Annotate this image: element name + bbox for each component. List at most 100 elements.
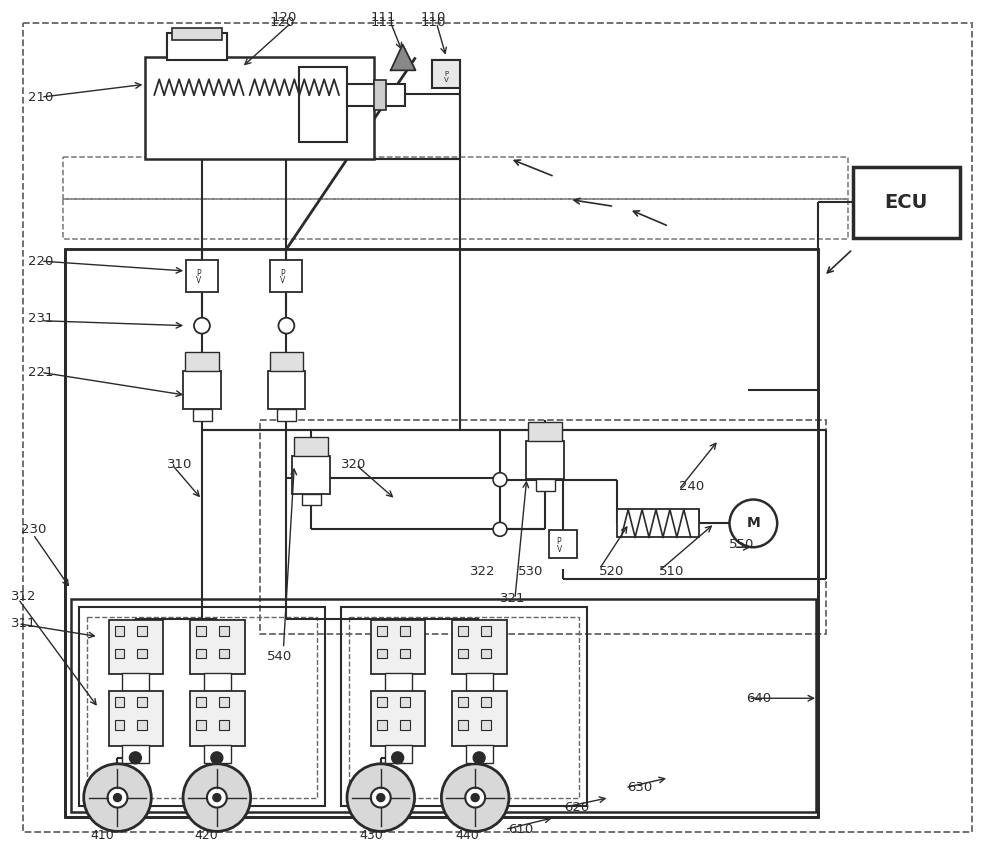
Bar — [458, 698, 468, 707]
Bar — [466, 674, 493, 692]
Bar — [481, 649, 491, 658]
Bar — [219, 649, 229, 658]
Text: 221: 221 — [28, 366, 54, 379]
Bar — [528, 422, 562, 440]
Text: M: M — [746, 517, 760, 530]
Bar — [549, 530, 577, 558]
Bar — [196, 626, 206, 636]
Text: 312: 312 — [11, 590, 37, 603]
Bar — [190, 692, 245, 746]
Bar — [466, 745, 493, 763]
Bar — [377, 649, 387, 658]
Bar — [452, 692, 507, 746]
Bar — [65, 249, 818, 818]
Text: 110: 110 — [421, 11, 446, 24]
Circle shape — [347, 764, 415, 831]
Circle shape — [207, 788, 227, 807]
Text: 110: 110 — [421, 16, 446, 29]
Bar — [458, 649, 468, 658]
Bar — [109, 620, 163, 674]
Bar — [79, 607, 325, 806]
Bar — [481, 720, 491, 730]
Text: 220: 220 — [28, 255, 53, 267]
Bar — [196, 698, 206, 707]
Bar — [63, 157, 848, 199]
Text: 210: 210 — [28, 91, 53, 104]
Bar — [196, 649, 206, 658]
Text: 610: 610 — [508, 823, 533, 836]
Text: 310: 310 — [167, 458, 193, 471]
Circle shape — [441, 764, 509, 831]
Bar — [292, 456, 330, 494]
Text: 430: 430 — [359, 829, 383, 842]
Circle shape — [108, 788, 127, 807]
Text: 410: 410 — [91, 829, 114, 842]
Bar — [145, 57, 374, 159]
Bar — [186, 260, 218, 292]
Circle shape — [392, 752, 404, 764]
Bar — [270, 352, 303, 371]
Bar — [185, 352, 219, 371]
Bar — [137, 720, 147, 730]
Bar — [400, 698, 410, 707]
Text: 520: 520 — [599, 565, 625, 578]
Circle shape — [129, 752, 141, 764]
Text: 620: 620 — [565, 801, 590, 814]
Circle shape — [278, 318, 294, 333]
Bar — [299, 68, 347, 142]
Bar — [122, 674, 149, 692]
Bar — [853, 167, 960, 238]
Text: 530: 530 — [518, 565, 543, 578]
Bar — [294, 437, 328, 456]
Text: 640: 640 — [746, 692, 772, 704]
Bar — [219, 626, 229, 636]
Text: P: P — [557, 536, 561, 546]
Circle shape — [84, 764, 151, 831]
Bar — [458, 626, 468, 636]
Circle shape — [371, 788, 391, 807]
Bar — [115, 698, 124, 707]
Circle shape — [465, 788, 485, 807]
Text: 630: 630 — [627, 782, 652, 794]
Bar — [347, 84, 405, 106]
Bar — [385, 745, 412, 763]
Text: 420: 420 — [194, 829, 218, 842]
Bar — [268, 371, 305, 409]
Bar — [371, 692, 425, 746]
Text: V: V — [196, 277, 201, 285]
Text: 320: 320 — [341, 458, 366, 471]
Bar — [377, 698, 387, 707]
Text: 120: 120 — [270, 16, 295, 29]
Bar — [526, 440, 564, 479]
Text: 321: 321 — [500, 592, 526, 605]
Bar — [172, 27, 222, 39]
Bar — [109, 692, 163, 746]
Bar — [204, 745, 231, 763]
Text: P: P — [280, 268, 285, 278]
Text: 311: 311 — [11, 617, 37, 630]
Bar — [481, 698, 491, 707]
Bar — [617, 509, 699, 537]
Circle shape — [471, 794, 479, 801]
Bar — [341, 607, 587, 806]
Bar — [400, 720, 410, 730]
Bar — [167, 33, 227, 60]
Bar — [349, 617, 579, 798]
Bar — [137, 626, 147, 636]
Circle shape — [377, 794, 385, 801]
Circle shape — [730, 500, 777, 548]
Bar — [270, 260, 302, 292]
Bar — [219, 698, 229, 707]
Bar — [385, 674, 412, 692]
Bar — [374, 81, 386, 110]
Bar — [115, 626, 124, 636]
Bar — [400, 649, 410, 658]
Bar — [71, 599, 816, 812]
Text: P: P — [196, 268, 201, 278]
Bar — [452, 620, 507, 674]
Circle shape — [114, 794, 121, 801]
Text: 230: 230 — [21, 523, 46, 536]
Bar — [115, 649, 124, 658]
Circle shape — [473, 752, 485, 764]
Bar — [115, 720, 124, 730]
